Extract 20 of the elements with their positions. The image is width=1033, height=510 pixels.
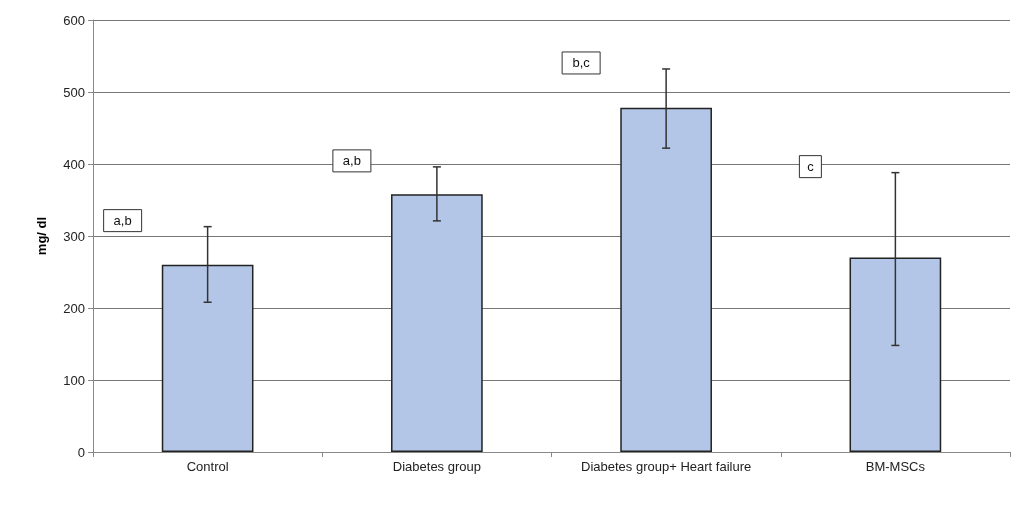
y-tick-label: 200 xyxy=(63,300,85,316)
annotation: b,c xyxy=(572,55,591,71)
x-tick-label: BM-MSCs xyxy=(865,459,926,474)
annotation: a,b xyxy=(113,213,132,229)
annotation: a,b xyxy=(342,153,361,169)
y-tick-label: 0 xyxy=(77,444,85,460)
bar xyxy=(161,264,254,452)
x-tick-label: Diabetes group+ Heart failure xyxy=(581,459,752,474)
y-tick-label: 100 xyxy=(63,372,85,388)
x-tick-label: Diabetes group xyxy=(392,459,481,474)
bar xyxy=(849,257,942,452)
y-tick-label: 400 xyxy=(63,156,85,172)
bar xyxy=(620,107,712,452)
x-tick-label: Control xyxy=(186,459,229,474)
bar xyxy=(391,194,483,452)
y-axis-title: mg/ dl xyxy=(34,216,49,256)
annotation: c xyxy=(807,159,815,175)
y-tick-label: 500 xyxy=(63,84,85,100)
y-tick-label: 300 xyxy=(63,228,85,244)
y-tick-label: 600 xyxy=(63,12,85,28)
